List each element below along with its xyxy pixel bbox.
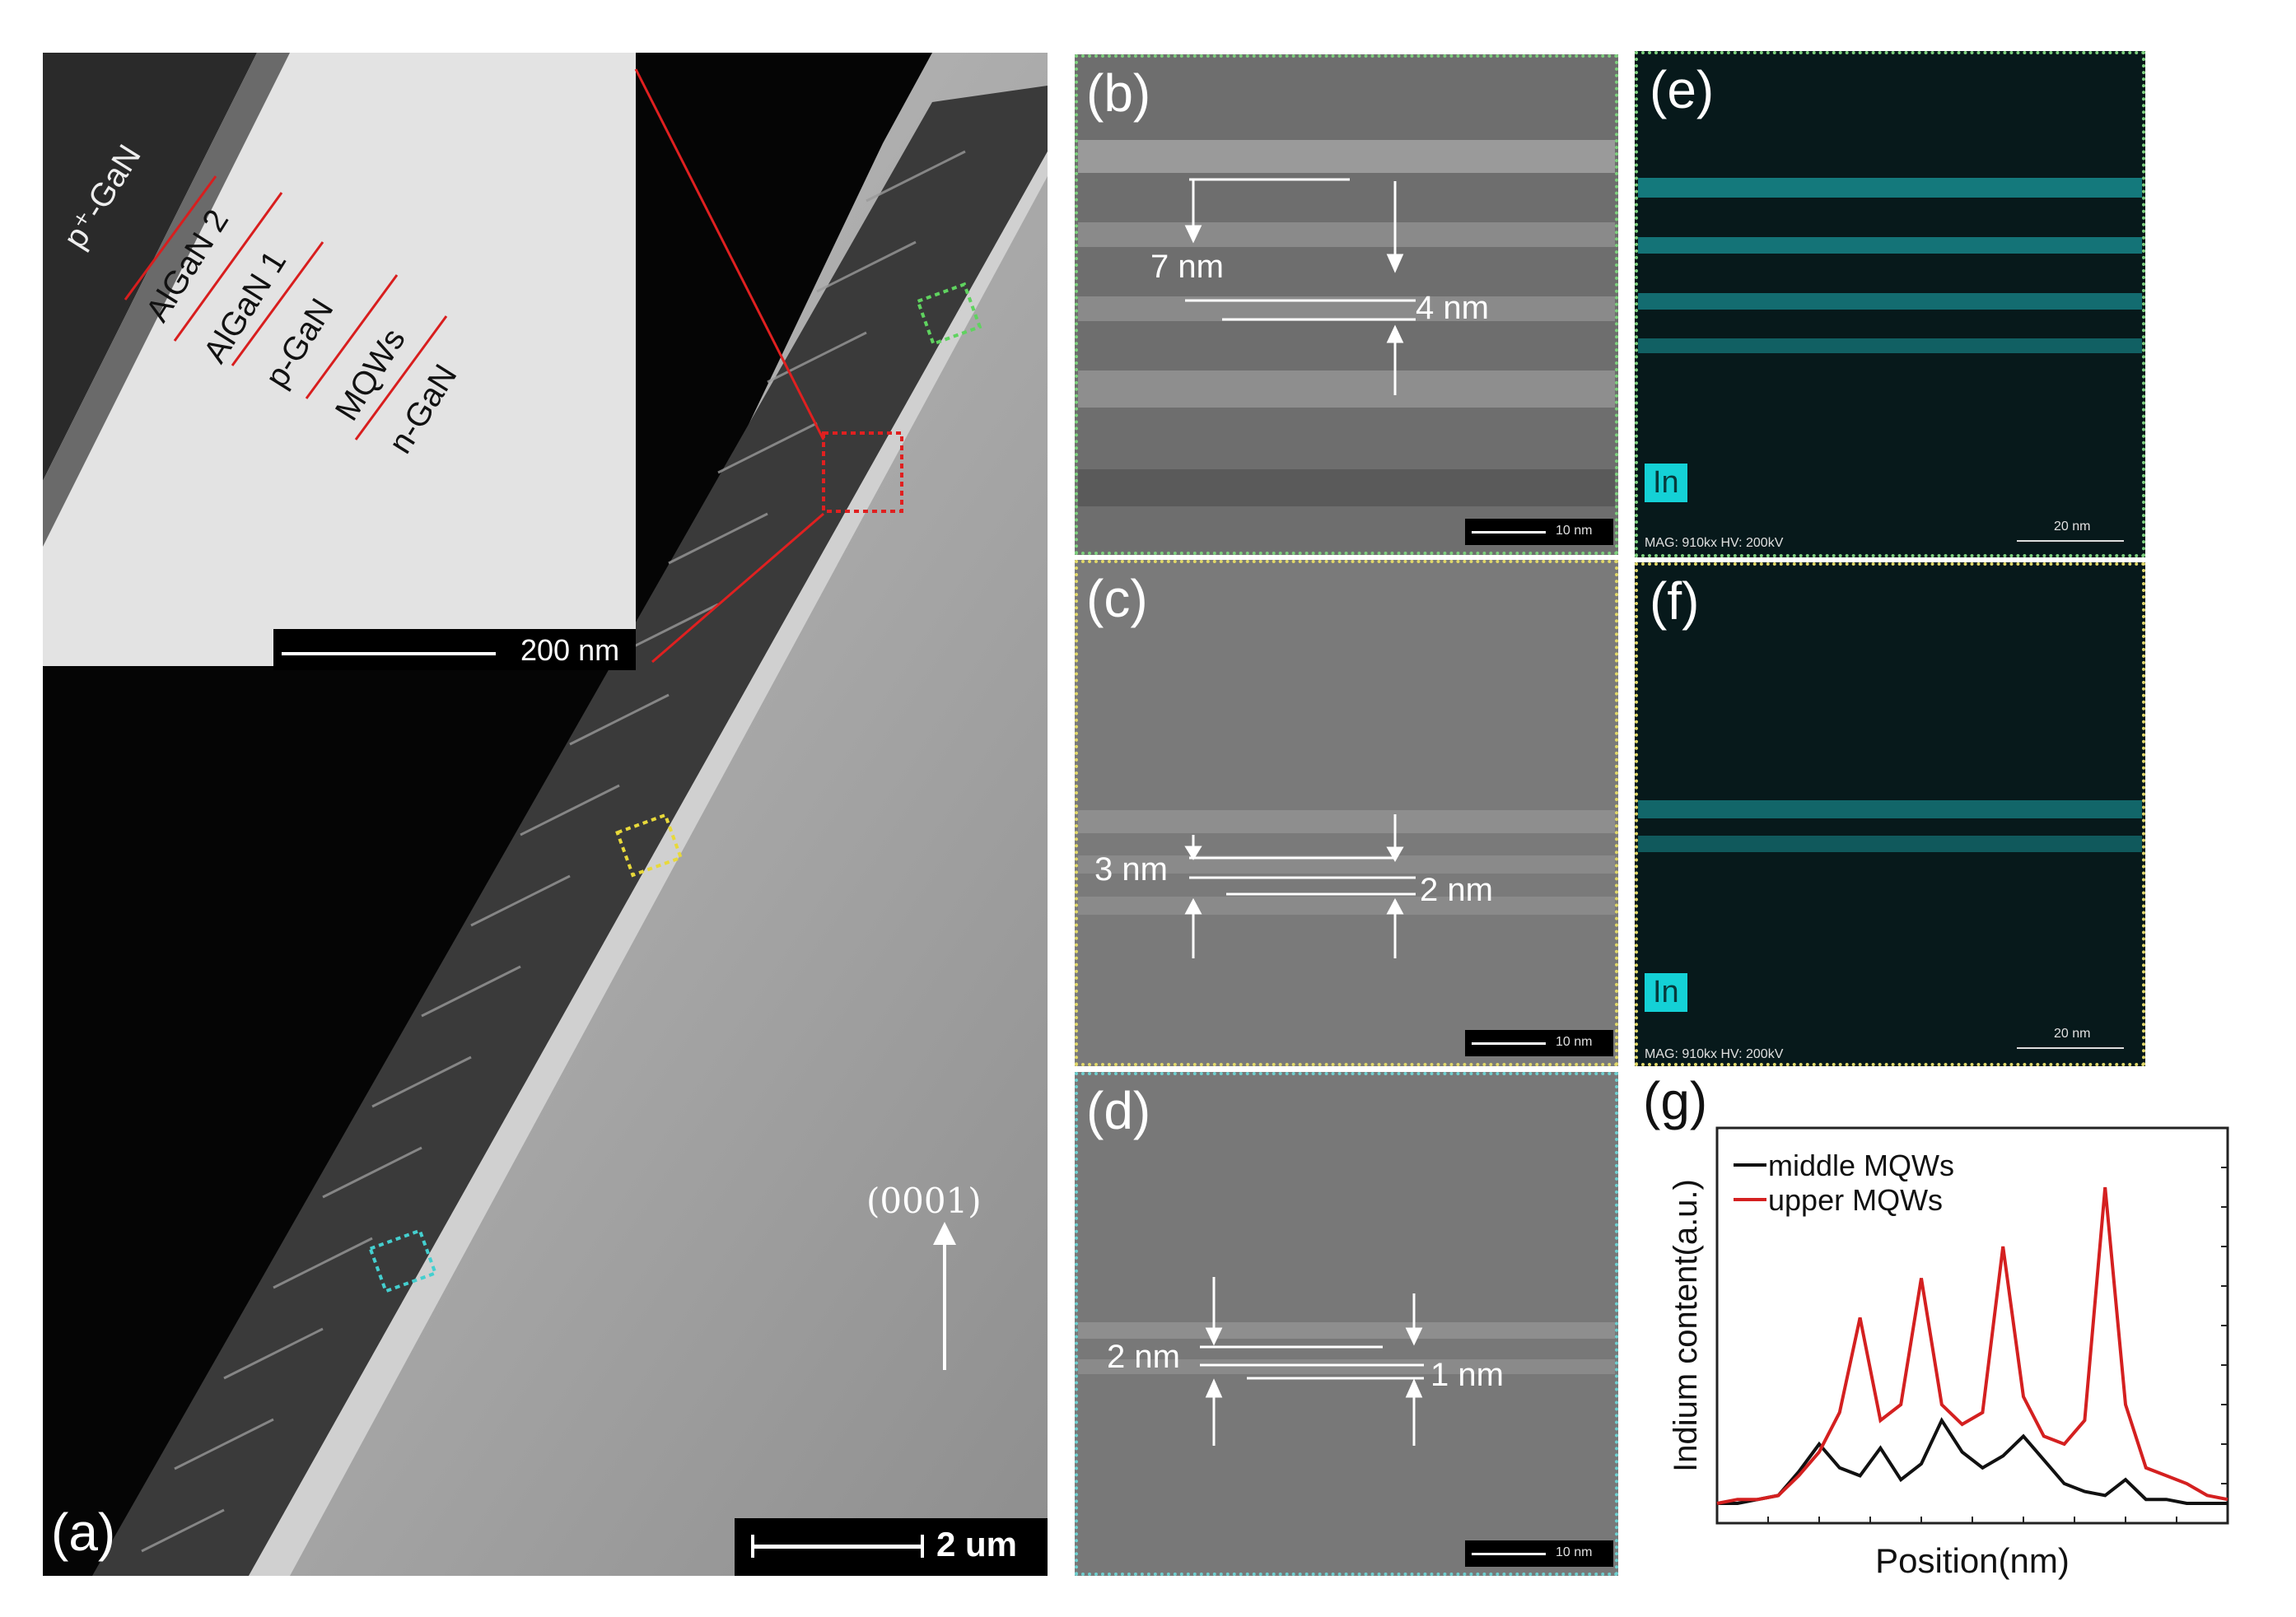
y-axis-label: Indium content(a.u.) xyxy=(1668,1179,1704,1472)
panel-a: p⁺-GaN AlGaN 2 AlGaN 1 p-GaN MQWs n-GaN … xyxy=(43,53,1048,1576)
panel-c-dim1: 3 nm xyxy=(1094,851,1168,888)
panel-b-label: (b) xyxy=(1086,63,1151,123)
panel-e-element-badge: In xyxy=(1645,464,1687,502)
panel-e-label: (e) xyxy=(1650,60,1715,119)
direction-label: (0001) xyxy=(866,1181,982,1221)
panel-b: (b) 7 nm 4 nm 10 nm xyxy=(1075,54,1618,555)
main-scale-label: 2 um xyxy=(936,1525,1018,1563)
inset-scale-bar xyxy=(282,652,496,655)
panel-e-scale: 20 nm xyxy=(2054,520,2091,534)
panel-d-scale: 10 nm xyxy=(1465,1540,1613,1567)
panel-a-image xyxy=(43,53,1048,1576)
panel-c: (c) 3 nm 2 nm 10 nm xyxy=(1075,560,1618,1066)
panel-d: (d) 2 nm 1 nm 10 nm xyxy=(1075,1072,1618,1576)
panel-f-label: (f) xyxy=(1650,571,1700,631)
panel-a-label: (a) xyxy=(51,1503,116,1562)
panel-d-dim2: 1 nm xyxy=(1430,1357,1504,1393)
legend-label: upper MQWs xyxy=(1768,1183,1943,1217)
panel-f: (f) In MAG: 910kx HV: 200kV 20 nm xyxy=(1635,562,2145,1066)
panel-b-dim1: 7 nm xyxy=(1150,249,1224,285)
series-line xyxy=(1716,1186,2228,1505)
panel-b-scale: 10 nm xyxy=(1465,519,1613,545)
inset-scale-label: 200 nm xyxy=(520,633,620,667)
panel-d-label: (d) xyxy=(1086,1081,1151,1140)
legend-label: middle MQWs xyxy=(1768,1149,1954,1182)
panel-c-dim2: 2 nm xyxy=(1420,872,1493,908)
main-scale-bar: 2 um xyxy=(735,1518,1048,1576)
panel-f-info: MAG: 910kx HV: 200kV xyxy=(1645,1047,1784,1061)
panel-b-dim2: 4 nm xyxy=(1416,290,1489,326)
panel-f-scale: 20 nm xyxy=(2054,1027,2091,1041)
panel-c-label: (c) xyxy=(1086,569,1148,628)
x-axis-label: Position(nm) xyxy=(1875,1541,2070,1580)
panel-f-element-badge: In xyxy=(1645,973,1687,1012)
panel-g-label: (g) xyxy=(1643,1071,1708,1130)
panel-e-info: MAG: 910kx HV: 200kV xyxy=(1645,536,1784,550)
panel-c-scale: 10 nm xyxy=(1465,1030,1613,1056)
panel-d-dim1: 2 nm xyxy=(1107,1339,1180,1375)
series-line xyxy=(1717,1417,2228,1505)
panel-e: (e) In MAG: 910kx HV: 200kV 20 nm xyxy=(1635,51,2145,557)
